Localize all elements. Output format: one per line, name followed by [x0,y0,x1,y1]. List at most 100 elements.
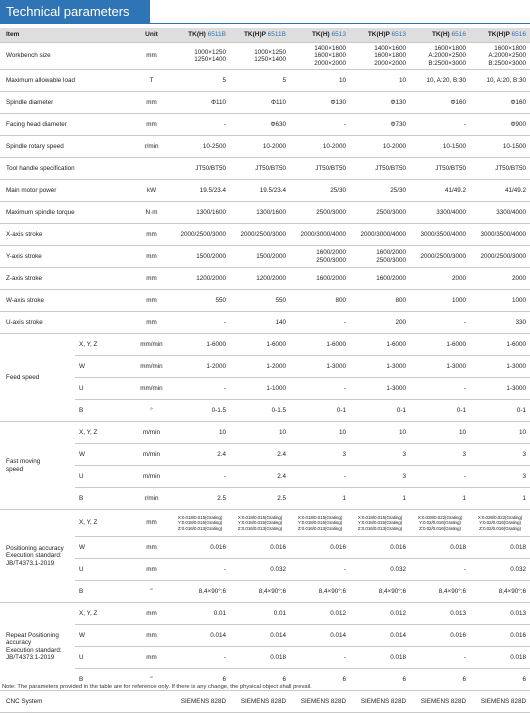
value-cell: 1400×1600 1600×1800 2000×2000 [290,42,350,70]
axis-cell: W [75,536,133,559]
value-cell: 800 [350,289,410,312]
value-cell: Φ160 [470,91,530,114]
value-cell: JT50/BT50 [410,157,470,180]
value-cell: 1-3000 [410,355,470,378]
unit-cell: mm/min [133,377,170,400]
value-cell: X:0.018/0.015(Grating) Y:0.018/0.015(Gra… [230,509,290,537]
value-cell: JT50/BT50 [230,157,290,180]
unit-cell: mm [133,42,170,70]
item-cell: Facing head diameter [0,113,133,136]
value-cell: 10-2500 [170,135,230,158]
model-series: TK(H)P [243,31,266,39]
value-cell: 0.016 [170,536,230,559]
value-cell: - [290,465,350,488]
value-cell: SIEMENS 828D [290,690,350,713]
value-cell: 6 [350,668,410,691]
model-series: TK(H) [432,31,450,39]
value-cell: 10 [290,421,350,444]
value-cell: 2000/2500/3000 [170,223,230,246]
value-cell: 10 [410,421,470,444]
value-cell: 1600/2000 [290,267,350,290]
value-cell: X:0.018/0.015(Grating) Y:0.018/0.015(Gra… [170,509,230,537]
spec-row: Main motor power kW 19.5/23.4 19.5/23.4 25/3… [0,179,530,202]
item-cell: Tool handle specification [0,157,133,180]
value-cell: 2.5 [230,487,290,510]
value-cell: 1000×1250 1250×1400 [170,42,230,70]
unit-cell: ° [133,399,170,422]
item-cell: X-axis stroke [0,223,133,246]
value-cell: Φ730 [350,113,410,136]
value-cell: 1 [470,487,530,510]
value-cell: 1300/1600 [230,201,290,224]
value-cell: 8,4×90°:6 [410,580,470,603]
value-cell: 2500/3000 [290,201,350,224]
model-number: 6511B [267,31,286,39]
header-model: TK(H)P 6516 [470,28,530,43]
model-series: TK(H)P [487,31,510,39]
value-cell: 10-1500 [470,135,530,158]
unit-cell: m/min [133,421,170,444]
value-cell: 0.016 [470,624,530,647]
unit-cell [133,690,170,713]
value-cell: 550 [230,289,290,312]
spec-row: Tool handle specification JT50/BT50 JT50/B… [0,157,530,180]
value-cell: 1600×1800 A:2000×2500 B:2500×3000 [410,42,470,70]
unit-cell: mm [133,267,170,290]
value-cell: 41/49.2 [470,179,530,202]
value-cell: 3 [290,443,350,466]
value-cell: JT50/BT50 [470,157,530,180]
value-cell: 0.018 [470,536,530,559]
value-cell: 0.01 [230,602,290,625]
value-cell: 3 [470,443,530,466]
value-cell: 1-3000 [350,355,410,378]
value-cell: 5 [170,69,230,92]
value-cell: 0.012 [290,602,350,625]
value-cell: 1-3000 [470,377,530,400]
value-cell: 10 [290,69,350,92]
value-cell: 1000 [470,289,530,312]
value-cell: Φ130 [290,91,350,114]
value-cell: JT50/BT50 [170,157,230,180]
axis-cell: U [75,646,133,669]
value-cell: Φ110 [170,91,230,114]
value-cell: 2.5 [170,487,230,510]
value-cell: 3000/3500/4000 [470,223,530,246]
value-cell: - [410,465,470,488]
value-cell: X:0.028/0.022(Grating) Y:0.02/0.016(Grat… [410,509,470,537]
value-cell: 1-2000 [170,355,230,378]
unit-cell: " [133,580,170,603]
unit-cell: N·m [133,201,170,224]
item-cell: Maximum spindle torque [0,201,133,224]
unit-cell: mm [133,113,170,136]
value-cell: 1-1000 [230,377,290,400]
unit-cell: mm [133,624,170,647]
unit-cell: kW [133,179,170,202]
spec-row: W-axis stroke mm 550 550 800 800 1000 1000 [0,289,530,312]
value-cell: 2000/2500/3000 [410,245,470,268]
item-cell: Maximum allowable load [0,69,133,92]
value-cell: 2000 [470,267,530,290]
group-label: Feed speed [0,333,75,422]
value-cell: 1200/2000 [170,267,230,290]
value-cell: 2.4 [170,443,230,466]
unit-cell: mm/min [133,355,170,378]
value-cell: 1200/2000 [230,267,290,290]
spec-row: Spindle diameter mm Φ110 Φ110 Φ130 Φ130 Φ160 Φ1… [0,91,530,114]
item-cell: Main motor power [0,179,133,202]
spec-row: X-axis stroke mm 2000/2500/3000 2000/2500/3… [0,223,530,246]
value-cell: 0.032 [350,558,410,581]
axis-cell: U [75,465,133,488]
value-cell: 2.4 [230,443,290,466]
value-cell: 10, A:20, B:30 [410,69,470,92]
value-cell: SIEMENS 828D [470,690,530,713]
value-cell: - [170,113,230,136]
axis-cell: X, Y, Z [75,602,133,625]
value-cell: 10, A:20, B:30 [470,69,530,92]
axis-cell: W [75,355,133,378]
value-cell: 0.013 [470,602,530,625]
group-label: Positioning accuracy Execution standard:… [0,509,75,603]
spec-row: Facing head diameter mm - Φ630- Φ730- Φ900 [0,113,530,136]
unit-cell: T [133,69,170,92]
